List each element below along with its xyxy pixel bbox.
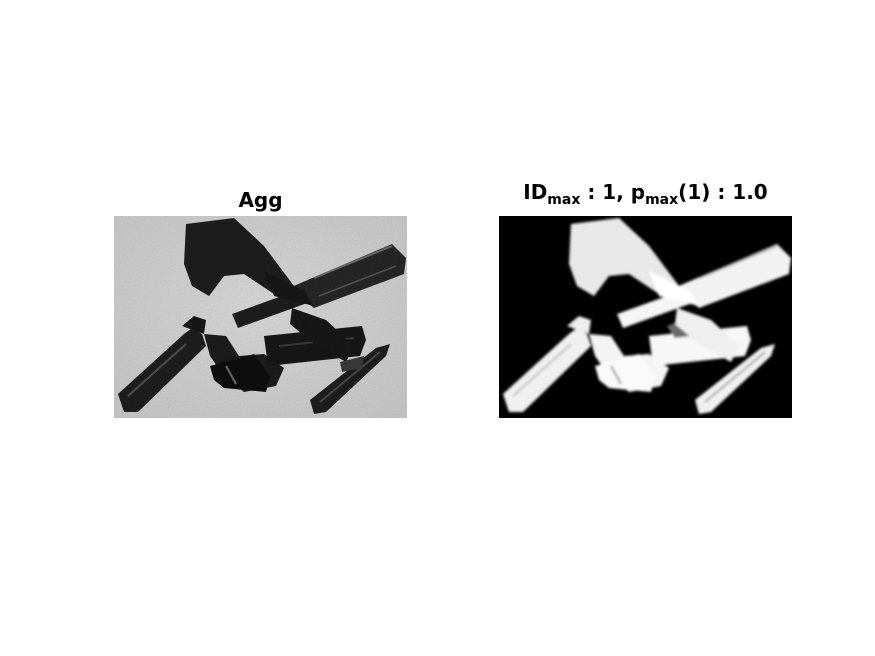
left-panel-title: Agg [114, 188, 407, 212]
right-title-suffix: (1) : 1.0 [678, 180, 768, 204]
right-title-sub2: max [645, 192, 679, 208]
right-panel-title: IDmax : 1, pmax(1) : 1.0 [499, 180, 792, 207]
segmentation-mask [499, 216, 792, 418]
mask-shard [503, 328, 591, 412]
aggregate-photo [114, 216, 407, 418]
right-title-sub1: max [547, 192, 581, 208]
mask-block [595, 354, 655, 392]
crystal-shard [118, 328, 206, 412]
crystal-shard [289, 244, 406, 308]
left-title-text: Agg [238, 188, 283, 212]
right-title-mid: : 1, p [580, 180, 646, 204]
aggregate-photo-svg [114, 216, 407, 418]
mask-shard [674, 244, 791, 308]
right-title-prefix: ID [523, 180, 548, 204]
crystal-block [210, 354, 270, 392]
crystal-shard [264, 271, 314, 306]
segmentation-mask-svg [499, 216, 792, 418]
